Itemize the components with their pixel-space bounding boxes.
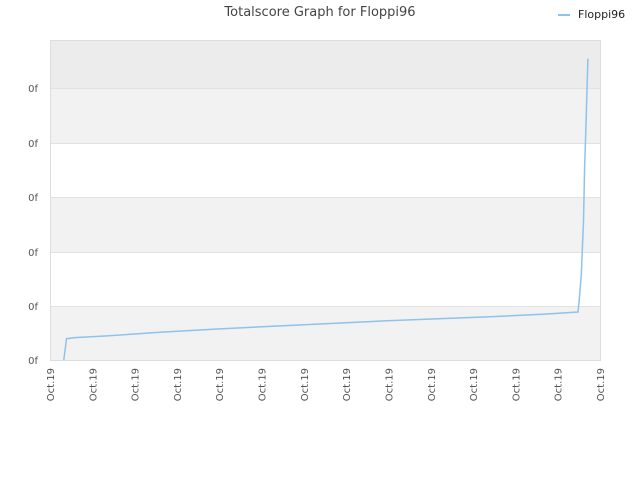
- x-tick-label: Oct.19: [596, 368, 607, 401]
- plot-bands: [50, 40, 600, 360]
- x-axis-ticks: Oct.19 Oct.19 Oct.19 Oct.19 Oct.19 Oct.19 Oct.…: [46, 368, 607, 401]
- plot-band: [50, 252, 600, 306]
- plot-band: [50, 306, 600, 360]
- chart-title: Totalscore Graph for Floppi96: [223, 5, 415, 20]
- plot-band: [50, 197, 600, 252]
- y-tick-label: 0f: [28, 193, 38, 204]
- plot-band: [50, 40, 600, 88]
- y-tick-label: 0f: [28, 84, 38, 95]
- series-layer: [63, 58, 589, 361]
- y-tick-label: 0f: [28, 248, 38, 259]
- x-tick-label: Oct.19: [88, 368, 99, 401]
- x-tick-label: Oct.19: [173, 368, 184, 401]
- x-tick-label: Oct.19: [427, 368, 438, 401]
- x-tick-label: Oct.19: [469, 368, 480, 401]
- x-tick-label: Oct.19: [300, 368, 311, 401]
- x-tick-label: Oct.19: [554, 368, 565, 401]
- y-tick-label: 0f: [28, 302, 38, 313]
- plot-band: [50, 143, 600, 197]
- x-tick-label: Oct.19: [131, 368, 142, 401]
- plot-band: [50, 88, 600, 143]
- x-tick-label: Oct.19: [215, 368, 226, 401]
- y-axis-ticks: 0f 0f 0f 0f 0f 0f: [28, 84, 38, 367]
- x-tick-label: Oct.19: [511, 368, 522, 401]
- x-tick-label: Oct.19: [258, 368, 269, 401]
- legend-label: Floppi96: [578, 8, 625, 21]
- series-line-floppi96: [63, 58, 589, 361]
- x-tick-label: Oct.19: [384, 368, 395, 401]
- x-tick-label: Oct.19: [342, 368, 353, 401]
- legend: Floppi96: [558, 8, 625, 21]
- x-tick-label: Oct.19: [46, 368, 57, 401]
- y-tick-label: 0f: [28, 139, 38, 150]
- y-tick-label: 0f: [28, 356, 38, 367]
- plot-border: [50, 40, 601, 361]
